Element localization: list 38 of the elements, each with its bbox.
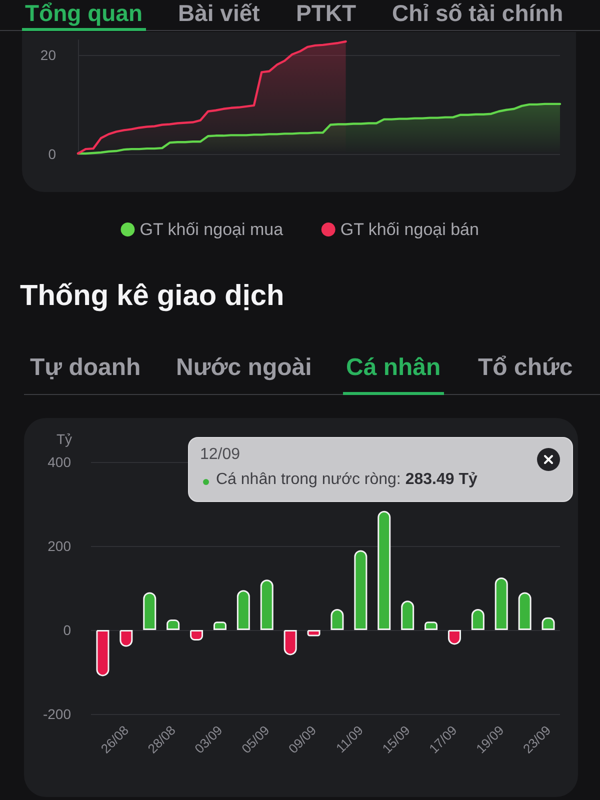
chart-title: Thống kê giao dịch — [20, 280, 284, 313]
y-tick-label: 400 — [48, 454, 72, 470]
text: Nước ngoài — [176, 354, 312, 382]
tooltip: 12/09 Cá nhân trong nước ròng: 283.49 Tỷ — [188, 437, 573, 502]
legend-label: GT khối ngoại bán — [340, 220, 479, 239]
text: PTKT — [296, 0, 356, 27]
bar — [494, 578, 508, 630]
bar — [143, 592, 156, 630]
y-tick-label: 0 — [48, 146, 56, 162]
bar — [518, 592, 532, 630]
text: Tự doanh — [30, 354, 141, 382]
bar — [378, 510, 391, 630]
y-tick-label: -200 — [42, 706, 72, 722]
bar — [190, 630, 204, 640]
y-tick-label: 20 — [40, 46, 56, 63]
y-axis-title: Tỷ — [56, 431, 72, 447]
bar — [236, 590, 250, 630]
bar — [166, 620, 180, 630]
text: Tổ chức — [478, 354, 573, 382]
legend-label: GT khối ngoại mua — [140, 220, 284, 239]
bar — [213, 622, 226, 630]
bar — [260, 580, 274, 630]
text: Tổng quan — [25, 0, 143, 27]
bar — [284, 630, 297, 656]
bar — [424, 622, 438, 630]
text: Chỉ số tài chính — [392, 0, 564, 27]
text: Cá nhân — [346, 354, 441, 382]
bar — [307, 630, 320, 636]
text: Bài viết — [178, 0, 260, 27]
bar — [401, 600, 414, 630]
bar — [354, 550, 368, 630]
bar — [330, 609, 344, 630]
bar — [96, 630, 110, 676]
y-tick-label: 0 — [63, 622, 72, 638]
annotation: 12/09 — [200, 446, 240, 464]
y-tick-label: 200 — [48, 538, 72, 554]
bar — [471, 609, 484, 630]
annotation: Cá nhân trong nước ròng: 283.49 Tỷ — [216, 471, 478, 488]
